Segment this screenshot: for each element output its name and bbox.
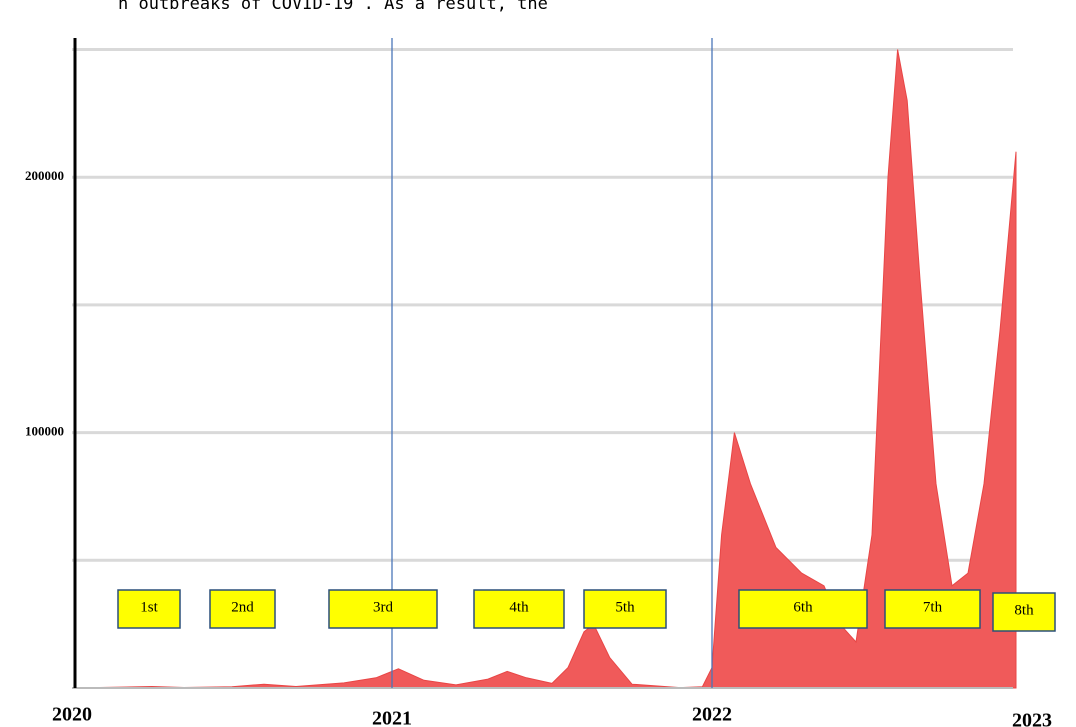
wave-label: 7th	[923, 599, 943, 615]
wave-label: 2nd	[231, 599, 254, 615]
y-tick-label: 100000	[25, 424, 64, 439]
wave-label: 6th	[793, 599, 813, 615]
wave-label: 5th	[615, 599, 635, 615]
wave-box	[209, 589, 276, 629]
y-tick-label: 200000	[25, 168, 64, 183]
wave-label: 1st	[140, 599, 158, 615]
x-tick-label: 2021	[372, 708, 412, 727]
wave-box	[473, 589, 565, 629]
wave-label: 8th	[1014, 602, 1034, 618]
wave-box	[117, 589, 181, 629]
wave-box	[884, 589, 981, 629]
chart-title: h outbreaks of COVID-19 . As a result, t…	[118, 0, 548, 14]
wave-box	[738, 589, 868, 629]
wave-box	[328, 589, 438, 629]
x-tick-label: 2020	[52, 704, 92, 726]
x-tick-label: 2022	[692, 704, 732, 726]
wave-label: 4th	[509, 599, 529, 615]
x-tick-label: 2023	[1012, 710, 1052, 727]
wave-box	[992, 592, 1056, 632]
wave-box	[583, 589, 667, 629]
wave-label: 3rd	[373, 599, 393, 615]
